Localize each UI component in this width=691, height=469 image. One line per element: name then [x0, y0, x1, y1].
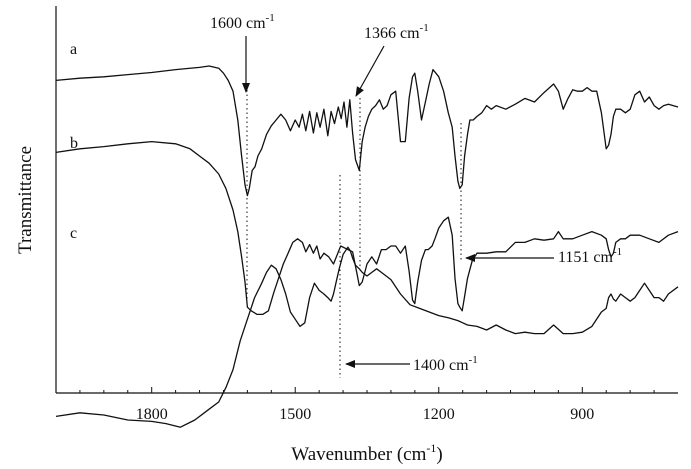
series-label-b: b	[70, 135, 78, 152]
x-axis-title: Wavenumber (cm-1)	[291, 441, 442, 465]
annotation-1151-label: 1151 cm-1	[558, 246, 622, 266]
annotation-1400-label: 1400 cm-1	[413, 354, 478, 374]
peak-guides	[246, 90, 462, 378]
x-tick-label-1200: 1200	[423, 406, 455, 423]
series-label-c: c	[70, 225, 77, 242]
series-label-a: a	[70, 41, 77, 58]
annotation-1600: 1600 cm-1	[210, 12, 275, 93]
x-tick-label-1500: 1500	[279, 406, 311, 423]
annotation-1400: 1400 cm-1	[345, 354, 478, 374]
annotation-1151: 1151 cm-1	[465, 246, 622, 266]
annotation-1366: 1366 cm-1	[355, 22, 429, 97]
x-tick-label-1800: 1800	[136, 406, 168, 423]
series-line-c	[55, 246, 679, 428]
annotation-1366-label: 1366 cm-1	[364, 22, 429, 42]
x-tick-label-900: 900	[570, 406, 594, 423]
annotation-1600-label: 1600 cm-1	[210, 12, 275, 32]
y-axis-title: Transmittance	[15, 146, 36, 254]
series-line-a	[55, 65, 679, 197]
series-line-b	[55, 140, 679, 316]
annotation-1366-arrow	[355, 45, 385, 97]
